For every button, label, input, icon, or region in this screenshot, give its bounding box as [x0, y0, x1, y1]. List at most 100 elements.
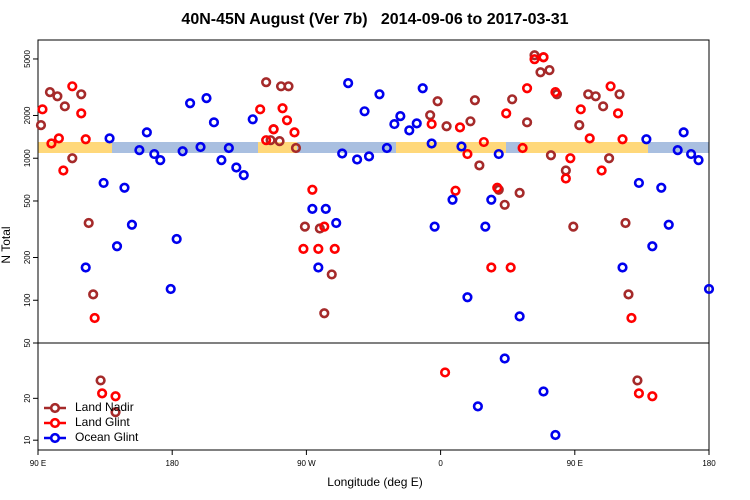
point: [290, 142, 302, 154]
point: [307, 184, 318, 195]
point: [454, 122, 466, 133]
point: [623, 289, 634, 300]
x-tick-label: 90 E: [567, 459, 583, 468]
y-tick-label: 100: [23, 293, 32, 307]
point: [411, 118, 422, 129]
point: [647, 241, 658, 252]
point: [620, 217, 631, 229]
point: [417, 83, 428, 94]
point: [465, 116, 476, 127]
y-tick-label: 200: [23, 250, 32, 264]
point: [58, 165, 69, 176]
point: [261, 77, 272, 88]
point: [395, 110, 406, 122]
point: [337, 148, 348, 159]
y-tick-label: 2000: [23, 106, 32, 124]
point: [432, 96, 443, 107]
point: [80, 134, 91, 145]
point: [223, 142, 234, 154]
point: [550, 87, 561, 98]
legend-marker: [49, 402, 61, 414]
point: [268, 124, 279, 135]
point: [67, 153, 78, 164]
plot-frame: [37, 39, 710, 451]
point: [320, 203, 331, 214]
point: [76, 108, 87, 119]
x-axis-label: Longitude (deg E): [327, 475, 422, 489]
point: [507, 94, 518, 105]
point: [469, 95, 480, 106]
point: [462, 292, 473, 303]
point: [201, 93, 212, 104]
point: [76, 89, 87, 100]
x-tick-label: 0: [438, 459, 443, 468]
point: [529, 54, 540, 65]
point: [89, 312, 100, 324]
point: [165, 283, 176, 295]
point: [590, 91, 601, 102]
point: [53, 133, 64, 144]
y-axis-label: N Total: [0, 226, 13, 263]
point: [678, 127, 689, 138]
point: [614, 89, 625, 100]
y-tick-label: 50: [23, 338, 32, 347]
point: [441, 121, 452, 132]
point: [605, 81, 616, 92]
point: [184, 98, 196, 109]
point: [149, 148, 160, 160]
point: [111, 241, 123, 252]
point: [686, 148, 697, 160]
point: [247, 114, 258, 125]
point: [603, 153, 615, 164]
point: [389, 118, 400, 130]
point: [281, 115, 293, 126]
x-tick-label: 90 E: [30, 459, 46, 468]
point: [544, 65, 555, 76]
y-tick-label: 5000: [23, 50, 32, 68]
legend-marker: [49, 417, 61, 429]
point: [110, 407, 121, 418]
point: [617, 134, 628, 145]
point: [521, 117, 533, 128]
point: [486, 194, 497, 205]
y-tick-label: 1000: [23, 149, 32, 167]
point: [46, 138, 57, 149]
point: [404, 125, 415, 136]
point: [83, 217, 94, 229]
point: [97, 388, 108, 399]
point: [283, 81, 294, 92]
point: [67, 81, 78, 92]
point: [447, 194, 458, 205]
point: [499, 353, 510, 364]
point: [313, 262, 324, 273]
point: [647, 391, 658, 402]
point: [501, 108, 512, 119]
point: [331, 217, 342, 229]
point: [307, 203, 318, 214]
point: [538, 52, 549, 63]
point: [261, 135, 272, 146]
point: [298, 243, 309, 254]
point: [35, 120, 47, 131]
y-tick-label: 10: [23, 435, 32, 444]
point: [617, 262, 628, 273]
point: [265, 135, 276, 146]
point: [374, 89, 385, 100]
point: [505, 262, 516, 273]
point: [343, 78, 354, 89]
point: [565, 153, 576, 164]
point: [703, 283, 715, 295]
legend-marker: [49, 432, 61, 444]
point: [633, 388, 645, 399]
point: [359, 106, 370, 117]
point: [98, 177, 109, 189]
point: [425, 110, 436, 121]
point: [134, 145, 145, 156]
point: [426, 118, 437, 130]
point: [514, 187, 525, 199]
x-tick-label: 90 W: [297, 459, 316, 468]
point: [238, 170, 249, 181]
point: [195, 141, 206, 153]
point: [575, 104, 586, 115]
